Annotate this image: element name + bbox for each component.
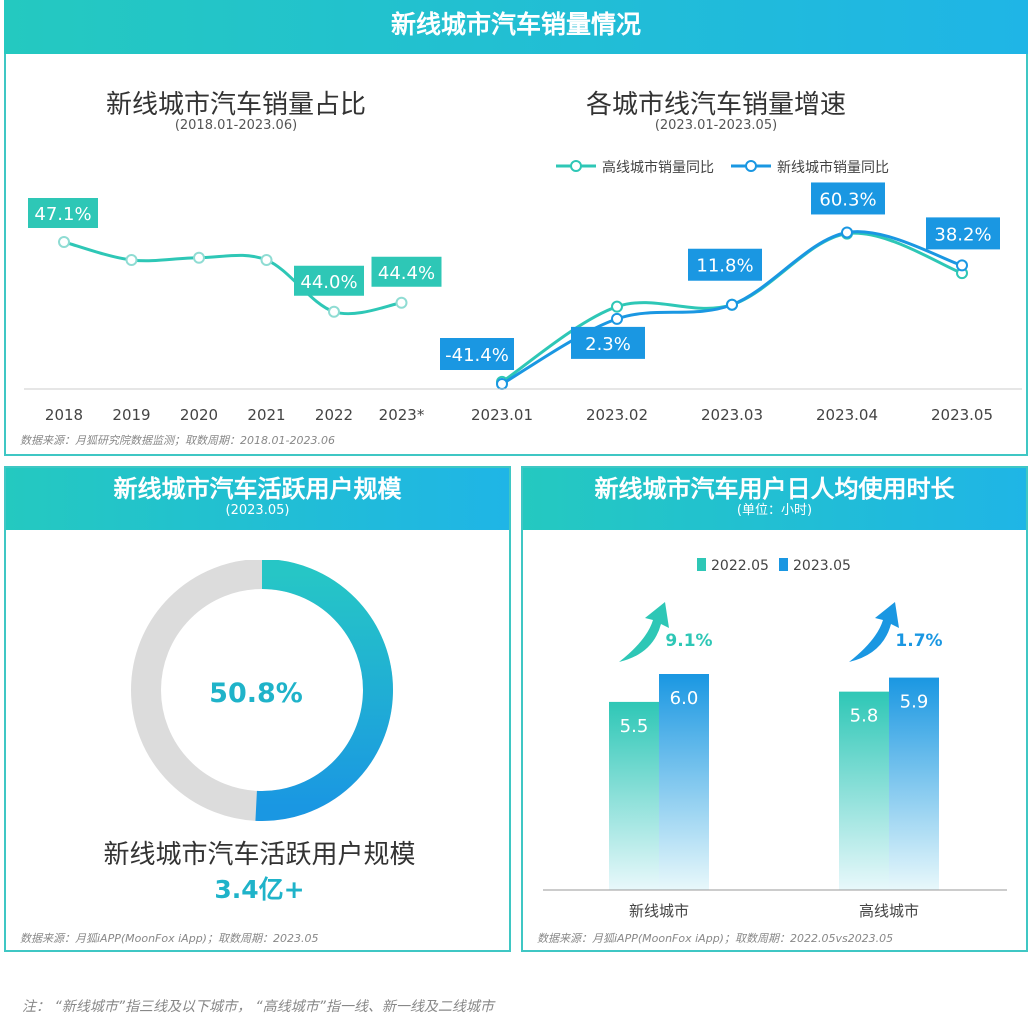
- growth-data-label: 60.3%: [819, 189, 876, 210]
- active-users-header: 新线城市汽车活跃用户规模 (2023.05): [6, 468, 509, 530]
- sales-panel: 新线城市汽车销量占比 (2018.01-2023.06) 各城市线汽车销量增速 …: [4, 54, 1028, 456]
- growth-tick-label: 2023.02: [586, 406, 648, 424]
- growth-data-label: 11.8%: [696, 256, 753, 277]
- share-data-label: 47.1%: [34, 204, 91, 225]
- active-users-source: 数据来源：月狐iAPP(MoonFox iApp)；取数周期：2023.05: [20, 932, 319, 945]
- new-tier-point: [496, 378, 508, 390]
- growth-label-box: [811, 182, 885, 215]
- growth-tick-label: 2023.01: [471, 406, 533, 424]
- donut-caption: 新线城市汽车活跃用户规模: [103, 840, 416, 870]
- bar-value-label: 5.5: [620, 716, 649, 737]
- growth-label-box: [688, 248, 762, 281]
- bar: [659, 674, 709, 890]
- bar-category-label: 高线城市: [859, 902, 919, 920]
- share-point: [260, 254, 273, 266]
- share-point: [125, 254, 138, 266]
- legend-swatch: [779, 558, 788, 571]
- new-tier-point: [841, 226, 853, 239]
- page-banner: 新线城市汽车销量情况: [4, 0, 1028, 54]
- bar: [839, 691, 889, 890]
- share-tick-label: 2023*: [379, 406, 425, 424]
- donut-center-label: 50.8%: [209, 678, 303, 709]
- share-chart-title: 新线城市汽车销量占比: [105, 90, 366, 120]
- bar-value-label: 5.8: [850, 706, 879, 727]
- active-users-title: 新线城市汽车活跃用户规模: [113, 475, 402, 503]
- new-tier-point: [726, 298, 738, 311]
- usage-time-panel: 新线城市汽车用户日人均使用时长 (单位：小时) 2022.05 2023.05 5.…: [521, 466, 1028, 952]
- active-users-subtitle: (2023.05): [225, 503, 290, 518]
- new-tier-point: [956, 259, 968, 272]
- growth-arrow-icon: [849, 602, 899, 662]
- share-line-chart: 47.1% 44.0% 44.4% 2018 2019 2020 2021 2022 2023*: [24, 198, 442, 424]
- growth-rate-label: 9.1%: [665, 631, 712, 651]
- usage-time-source: 数据来源：月狐iAPP(MoonFox iApp)；取数周期：2022.05vs…: [537, 932, 894, 945]
- growth-label-box: [926, 217, 1000, 250]
- share-tick-label: 2020: [180, 406, 218, 424]
- growth-label-box: [440, 338, 514, 370]
- share-tick-label: 2018: [45, 406, 83, 424]
- share-point: [58, 236, 70, 248]
- growth-data-label: 2.3%: [585, 334, 631, 355]
- donut-caption-value: 3.4亿+: [214, 875, 305, 904]
- usage-bar-chart: 2022.05 2023.05 5.5 6.0 9.1% 新线城市 5.8 5.9 1.7% 高线…: [543, 558, 1007, 920]
- legend-label: 2022.05: [711, 558, 769, 574]
- share-label-box: [294, 265, 364, 296]
- legend-label: 新线城市销量同比: [777, 159, 889, 176]
- share-label-box: [371, 256, 442, 287]
- share-label-box: [28, 198, 98, 228]
- share-data-label: 44.4%: [378, 263, 435, 284]
- usage-time-subtitle: (单位：小时): [736, 503, 813, 518]
- bar-value-label: 6.0: [670, 688, 699, 709]
- share-point: [328, 305, 340, 318]
- growth-arrow-icon: [619, 602, 669, 662]
- growth-data-label: 38.2%: [934, 224, 991, 245]
- growth-tick-label: 2023.05: [931, 406, 993, 424]
- growth-chart-title: 各城市线汽车销量增速: [585, 90, 846, 120]
- legend-swatch: [697, 558, 706, 571]
- usage-time-header: 新线城市汽车用户日人均使用时长 (单位：小时): [523, 468, 1026, 530]
- new-tier-point: [611, 312, 623, 325]
- share-source: 数据来源：月狐研究院数据监测；取数周期：2018.01-2023.06: [20, 434, 335, 447]
- share-point: [193, 251, 205, 264]
- bar-value-label: 5.9: [900, 692, 929, 713]
- growth-line-chart: 高线城市销量同比 新线城市销量同比 -41.4% 2.3% 11.8% 60.3% 38.2…: [436, 159, 1022, 424]
- growth-tick-label: 2023.03: [701, 406, 763, 424]
- high-tier-point: [611, 300, 623, 313]
- bar: [889, 677, 939, 890]
- legend-marker: [570, 160, 582, 172]
- active-users-panel: 新线城市汽车活跃用户规模 (2023.05) 50.8% 新线城市汽车活跃用户规…: [4, 466, 511, 952]
- bar: [609, 701, 659, 890]
- share-data-label: 44.0%: [300, 272, 357, 293]
- growth-tick-label: 2023.04: [816, 406, 878, 424]
- donut-chart: [131, 560, 393, 821]
- share-tick-label: 2019: [112, 406, 150, 424]
- donut-share-slice: [255, 560, 393, 821]
- share-chart-subtitle: (2018.01-2023.06): [174, 118, 298, 133]
- legend-label: 高线城市销量同比: [602, 159, 714, 176]
- share-tick-label: 2022: [315, 406, 353, 424]
- footnote: 注： “新线城市”指三线及以下城市， “高线城市”指一线、新一线及二线城市: [22, 999, 494, 1015]
- growth-label-box: [571, 326, 645, 359]
- share-tick-label: 2021: [247, 406, 285, 424]
- growth-rate-label: 1.7%: [895, 631, 942, 651]
- legend-marker: [745, 160, 757, 172]
- growth-data-label: -41.4%: [445, 345, 509, 366]
- share-point: [395, 296, 408, 309]
- bar-category-label: 新线城市: [629, 902, 689, 920]
- legend-label: 2023.05: [793, 558, 851, 574]
- usage-time-title: 新线城市汽车用户日人均使用时长: [594, 475, 955, 503]
- growth-chart-subtitle: (2023.01-2023.05): [654, 118, 778, 133]
